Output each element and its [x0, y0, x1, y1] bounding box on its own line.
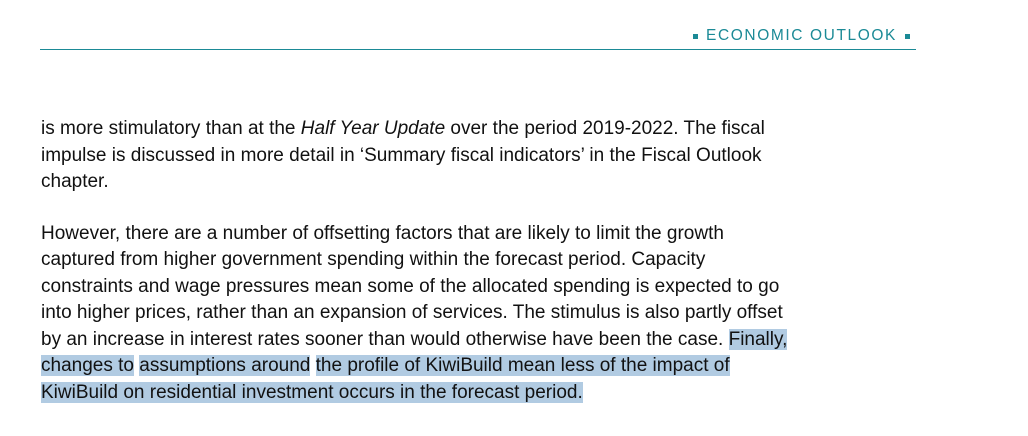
text-run: over the period 2019-2022. The fiscal — [445, 118, 765, 139]
paragraph-1[interactable]: is more stimulatory than at the Half Yea… — [41, 116, 921, 196]
text-line: KiwiBuild on residential investment occu… — [41, 380, 921, 407]
text-line: impulse is discussed in more detail in ‘… — [41, 144, 762, 166]
selected-text[interactable]: the profile of KiwiBuild mean less of th… — [315, 355, 730, 376]
square-bullet-icon — [905, 33, 910, 39]
selected-text[interactable]: changes to — [41, 355, 134, 376]
square-bullet-icon — [693, 33, 699, 39]
text-line: changes to assumptions around the profil… — [41, 353, 921, 380]
italic-title: Half Year Update — [300, 118, 446, 139]
page-header: ECONOMIC OUTLOOK — [0, 0, 1028, 52]
text-line: However, there are a number of offsettin… — [41, 222, 724, 244]
text-line: into higher prices, rather than an expan… — [41, 302, 783, 323]
selected-text[interactable]: KiwiBuild on residential investment occu… — [41, 381, 583, 403]
text-line: by an increase in interest rates sooner … — [41, 327, 921, 354]
paragraph-2[interactable]: However, there are a number of offsettin… — [41, 221, 921, 407]
document-body: is more stimulatory than at the Half Yea… — [41, 116, 921, 406]
section-header: ECONOMIC OUTLOOK — [685, 27, 918, 45]
section-label: ECONOMIC OUTLOOK — [706, 27, 897, 44]
text-line: constraints and wage pressures mean some… — [41, 275, 780, 297]
text-line: captured from higher government spending… — [41, 249, 706, 270]
text-run: is more stimulatory than at the — [41, 118, 301, 139]
header-divider — [40, 49, 916, 50]
text-line: chapter. — [41, 171, 109, 192]
selected-text[interactable]: Finally, — [728, 328, 788, 350]
text-run: by an increase in interest rates sooner … — [41, 328, 729, 350]
text-line: is more stimulatory than at the Half Yea… — [41, 116, 921, 143]
selected-text[interactable]: assumptions around — [139, 355, 311, 376]
